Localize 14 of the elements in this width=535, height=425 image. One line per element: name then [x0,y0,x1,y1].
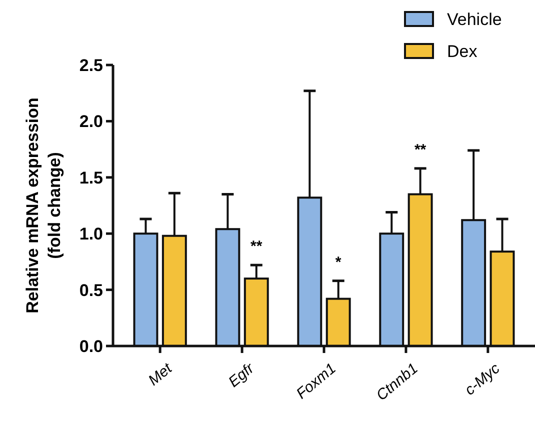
x-tick-label: Egfr [225,359,258,391]
annotation: ** [414,141,426,158]
y-axis-title: Relative mRNA expression (fold change) [23,98,64,314]
y-tick-label: 2.5 [79,56,103,75]
y-tick-label: 0.0 [79,336,103,356]
x-tick-label: Met [145,360,176,390]
legend-label: Vehicle [447,10,502,29]
annotation: * [335,254,342,271]
y-tick-label: 0.5 [79,280,103,300]
y-tick-label: 1.0 [79,224,103,244]
annotation: ** [250,238,262,256]
legend-label: Dex [447,42,478,61]
y-tick-label: 1.5 [79,168,103,188]
y-tick-label: 2.0 [79,112,103,132]
